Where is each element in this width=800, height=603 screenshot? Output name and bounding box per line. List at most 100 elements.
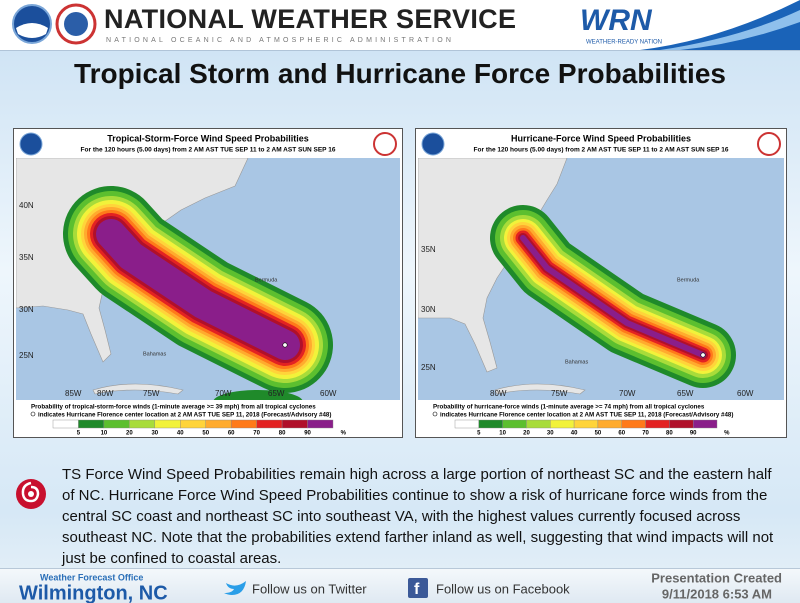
legend-label: 20: [523, 431, 530, 437]
center-symbol: [432, 411, 438, 417]
legend-swatch: [550, 419, 575, 429]
facebook[interactable]: Follow us on Facebook: [436, 581, 570, 596]
legend-swatch: [621, 419, 646, 429]
legend-label: 90: [690, 431, 697, 437]
map-footer-1: Probability of hurricane-force winds (1-…: [433, 404, 705, 411]
legend-swatch: [478, 419, 503, 429]
legend-swatch: [281, 419, 308, 429]
lat-label: 35N: [19, 253, 34, 262]
lat-label: 40N: [19, 201, 34, 210]
legend-label: 50: [595, 431, 602, 437]
facebook-icon: [408, 578, 428, 598]
legend-label: 80: [666, 431, 673, 437]
legend-swatch: [573, 419, 599, 429]
legend-label: 20: [126, 431, 133, 437]
footer: Weather Forecast Office Wilmington, NC F…: [0, 568, 800, 603]
legend-swatch: [502, 419, 527, 429]
legend-label: 5: [77, 431, 81, 437]
created: 9/11/2018 6:53 AM: [662, 586, 772, 601]
map-subtitle: For the 120 hours (5.00 days) from 2 AM …: [474, 147, 729, 154]
legend-label: 60: [228, 431, 235, 437]
lon-label: 75W: [143, 389, 160, 398]
lat-label: 25N: [19, 351, 34, 360]
department: NATIONAL OCEANIC AND ATMOSPHERIC ADMINIS…: [106, 37, 454, 44]
legend-label: 30: [547, 431, 554, 437]
legend-swatch: [256, 419, 283, 429]
lon-label: 60W: [320, 389, 337, 398]
legend-label: 90: [304, 431, 311, 437]
legend-label: 50: [202, 431, 209, 437]
legend-swatch: [526, 419, 551, 429]
noaa-logo-bird: [16, 23, 48, 38]
map-title: Tropical-Storm-Force Wind Speed Probabil…: [107, 133, 308, 143]
place-label: Bermuda: [677, 277, 700, 283]
map-footer-2: indicates Hurricane Florence center loca…: [38, 412, 331, 419]
office-label: Weather Forecast Office: [40, 572, 143, 582]
legend-swatch: [645, 419, 670, 429]
place-label: Bahamas: [143, 351, 166, 357]
legend-swatch: [52, 419, 79, 429]
map: Bermuda Bahamas: [418, 158, 784, 400]
lon-label: 75W: [551, 389, 568, 398]
facebook-f: f: [414, 581, 420, 598]
map-panel: Tropical-Storm-Force Wind Speed Probabil…: [13, 128, 403, 438]
wrn-tagline: WEATHER-READY NATION: [586, 40, 662, 46]
legend-label: 80: [279, 431, 286, 437]
legend-swatch: [154, 419, 181, 429]
noaa-logo: [19, 132, 43, 156]
legend-label: 60: [618, 431, 625, 437]
legend-swatch: [78, 419, 105, 429]
lat-label: 25N: [421, 363, 436, 372]
storm-center: [282, 342, 288, 348]
map-panel: Hurricane-Force Wind Speed Probabilities…: [415, 128, 787, 438]
noaa-logo: [421, 132, 445, 156]
legend-swatch: [180, 419, 206, 429]
map-footer-1: Probability of tropical-storm-force wind…: [31, 404, 316, 411]
legend-label: 40: [571, 431, 578, 437]
legend-label: 70: [253, 431, 260, 437]
legend-swatch: [230, 419, 257, 429]
twitter[interactable]: Follow us on Twitter: [252, 581, 367, 596]
title: Tropical Storm and Hurricane Force Proba…: [74, 58, 726, 89]
legend-label: 10: [499, 431, 506, 437]
lon-label: 80W: [490, 389, 507, 398]
lat-label: 30N: [19, 305, 34, 314]
swoosh-light: [660, 10, 800, 50]
legend-label: 40: [177, 431, 184, 437]
legend-swatch: [692, 419, 718, 429]
map-subtitle: For the 120 hours (5.00 days) from 2 AM …: [81, 147, 336, 154]
legend-swatch: [307, 419, 334, 429]
legend-unit: %: [341, 431, 347, 437]
body-text: TS Force Wind Speed Probabilities remain…: [62, 466, 774, 567]
lon-label: 85W: [65, 389, 82, 398]
nws-logo: [373, 132, 397, 156]
cuba: [92, 383, 184, 395]
lon-label: 65W: [268, 389, 285, 398]
hurricane-icon: [16, 479, 46, 509]
nws-logo: [757, 132, 781, 156]
icon-eye: [28, 491, 34, 497]
nws-logo-inner: [64, 12, 88, 36]
storm-center: [700, 352, 706, 358]
legend-label: 70: [642, 431, 649, 437]
legend-label: 5: [477, 431, 481, 437]
twitter-icon: [224, 581, 246, 595]
office: Wilmington, NC: [19, 582, 168, 603]
legend-swatch: [103, 419, 130, 429]
lon-label: 70W: [215, 389, 232, 398]
swoosh: [640, 0, 800, 50]
lat-label: 30N: [421, 305, 436, 314]
header: NATIONAL WEATHER SERVICE NATIONAL OCEANI…: [0, 0, 800, 51]
agency: NATIONAL WEATHER SERVICE: [104, 4, 516, 34]
lat-label: 35N: [421, 245, 436, 254]
map-footer-2: indicates Hurricane Florence center loca…: [440, 412, 733, 419]
legend-swatch: [669, 419, 694, 429]
legend-label: 30: [151, 431, 158, 437]
legend-swatch: [454, 419, 480, 429]
place-label: Bahamas: [565, 359, 588, 365]
icon-swirl: [21, 481, 40, 503]
center-symbol: [30, 411, 36, 417]
swath-band: [96, 219, 300, 360]
place-label: Bermuda: [255, 277, 278, 283]
